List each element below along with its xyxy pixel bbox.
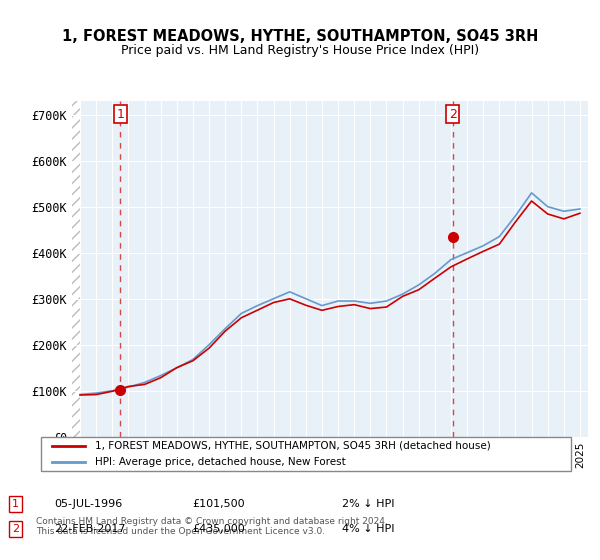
- Text: 22-FEB-2017: 22-FEB-2017: [54, 524, 125, 534]
- Text: £101,500: £101,500: [192, 499, 245, 509]
- Text: 4% ↓ HPI: 4% ↓ HPI: [342, 524, 395, 534]
- Text: £435,000: £435,000: [192, 524, 245, 534]
- Text: 1, FOREST MEADOWS, HYTHE, SOUTHAMPTON, SO45 3RH: 1, FOREST MEADOWS, HYTHE, SOUTHAMPTON, S…: [62, 29, 538, 44]
- Text: 2: 2: [449, 108, 457, 120]
- Text: 2: 2: [12, 524, 19, 534]
- Text: Price paid vs. HM Land Registry's House Price Index (HPI): Price paid vs. HM Land Registry's House …: [121, 44, 479, 57]
- Text: 1, FOREST MEADOWS, HYTHE, SOUTHAMPTON, SO45 3RH (detached house): 1, FOREST MEADOWS, HYTHE, SOUTHAMPTON, S…: [95, 441, 491, 451]
- Text: 05-JUL-1996: 05-JUL-1996: [54, 499, 122, 509]
- FancyBboxPatch shape: [41, 437, 571, 472]
- Text: 1: 1: [116, 108, 124, 120]
- Text: Contains HM Land Registry data © Crown copyright and database right 2024.
This d: Contains HM Land Registry data © Crown c…: [36, 517, 388, 536]
- Text: 1: 1: [12, 499, 19, 509]
- Bar: [72, 101, 80, 437]
- Text: HPI: Average price, detached house, New Forest: HPI: Average price, detached house, New …: [95, 457, 346, 467]
- Text: 2% ↓ HPI: 2% ↓ HPI: [342, 499, 395, 509]
